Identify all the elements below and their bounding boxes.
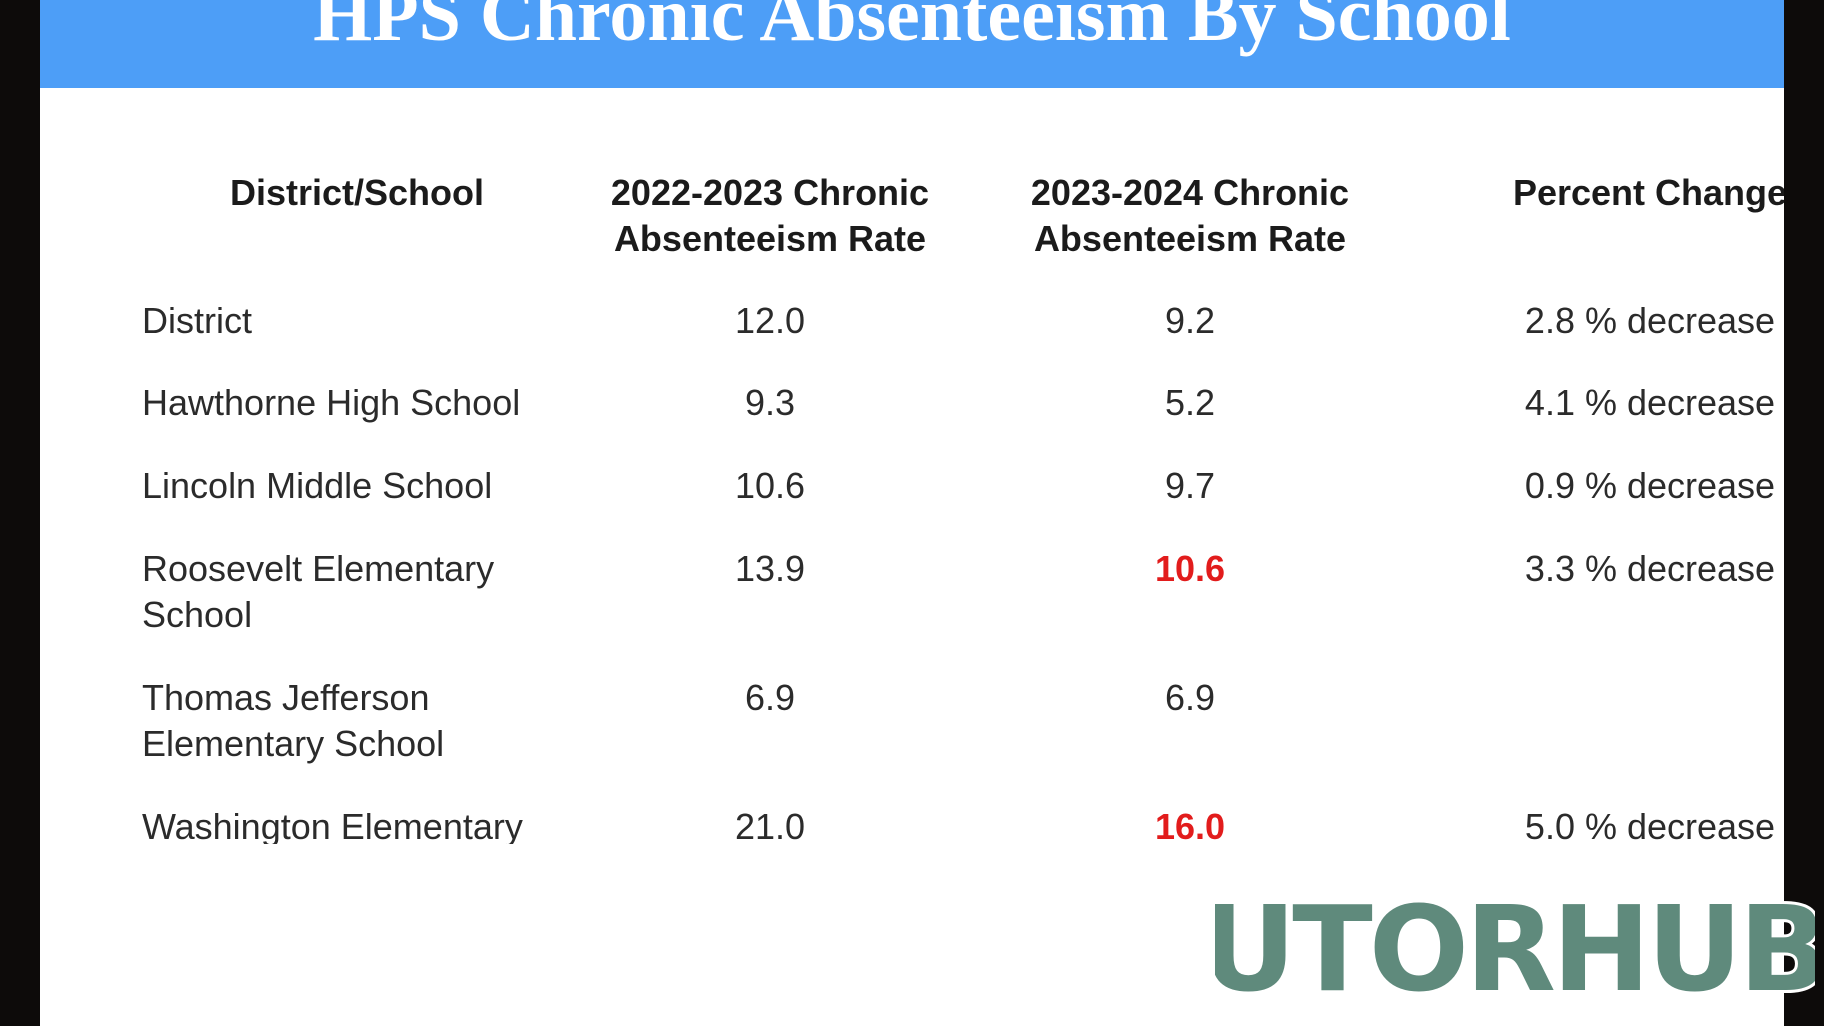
percent-change-cell: 0.9 % decrease [1524, 465, 1776, 506]
tutorhubz-watermark-logo: TUTORHUBZ [1215, 880, 1815, 1020]
percent-change-cell: 3.3 % decrease [1524, 548, 1776, 589]
table-row: Roosevelt Elementary School 13.9 10.6 3.… [100, 546, 1784, 656]
percent-change-cell: 4.1 % decrease [1524, 382, 1776, 423]
rate-2023-2024-cell: 6.9 [1164, 677, 1216, 718]
rate-2022-2023-cell: 6.9 [744, 677, 796, 718]
rate-2022-2023-cell: 13.9 [734, 548, 806, 589]
table-row: Hawthorne High School 9.3 5.2 4.1 % decr… [100, 380, 1784, 440]
svg-text:TUTORHUBZ: TUTORHUBZ [1215, 880, 1815, 1018]
table-row: Thomas Jefferson Elementary School 6.9 6… [100, 675, 1784, 785]
column-header-school: District/School [229, 172, 485, 213]
rate-2022-2023-cell: 12.0 [734, 300, 806, 341]
table-row: Lincoln Middle School 10.6 9.7 0.9 % dec… [100, 463, 1784, 523]
rate-2023-2024-cell-highlighted: 16.0 [1154, 806, 1226, 844]
column-header-rate-2023-2024: 2023-2024 Chronic Absenteeism Rate [1030, 172, 1350, 259]
rate-2023-2024-cell: 9.2 [1164, 300, 1216, 341]
school-name-cell: Roosevelt Elementary School [142, 548, 495, 635]
school-name-cell: Thomas Jefferson Elementary School [142, 677, 445, 764]
rate-2023-2024-cell: 9.7 [1164, 465, 1216, 506]
column-header-rate-2022-2023: 2022-2023 Chronic Absenteeism Rate [610, 172, 930, 259]
school-name-cell: Washington Elementary [142, 806, 523, 844]
absence-table: District/School 2022-2023 Chronic Absent… [100, 150, 1784, 850]
title-bar: HPS Chronic Absenteeism By School [40, 0, 1784, 88]
school-name-cell: Lincoln Middle School [142, 465, 493, 506]
percent-change-cell: 2.8 % decrease [1524, 300, 1776, 341]
percent-change-cell: 5.0 % decrease [1524, 806, 1776, 844]
column-header-percent-change: Percent Change [1512, 172, 1784, 213]
school-name-cell: District [142, 300, 252, 341]
rate-2023-2024-cell: 5.2 [1164, 382, 1216, 423]
rate-2022-2023-cell: 21.0 [734, 806, 806, 844]
slide-title: HPS Chronic Absenteeism By School [313, 0, 1511, 57]
rate-2023-2024-cell-highlighted: 10.6 [1154, 548, 1226, 589]
rate-2022-2023-cell: 9.3 [744, 382, 796, 423]
school-name-cell: Hawthorne High School [142, 382, 521, 423]
slide: HPS Chronic Absenteeism By School Distri… [40, 0, 1784, 1026]
table-row: Washington Elementary 21.0 16.0 5.0 % de… [100, 804, 1784, 844]
table-row: District 12.0 9.2 2.8 % decrease [100, 298, 1784, 358]
rate-2022-2023-cell: 10.6 [734, 465, 806, 506]
